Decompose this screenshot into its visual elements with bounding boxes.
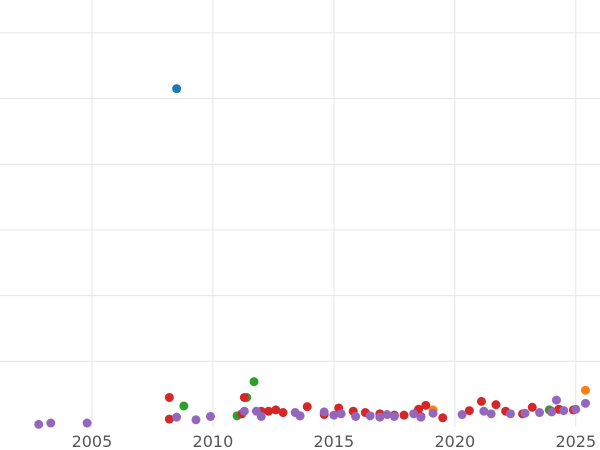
data-point xyxy=(559,406,569,416)
data-point xyxy=(172,412,182,422)
data-point xyxy=(179,401,189,411)
x-axis-ticks: 2005 2010 2015 2020 2025 xyxy=(72,432,597,450)
data-point xyxy=(535,408,545,418)
data-point xyxy=(464,406,474,416)
data-point xyxy=(295,411,305,421)
data-point xyxy=(46,418,56,428)
data-point xyxy=(319,407,329,417)
data-point xyxy=(205,411,215,421)
data-point xyxy=(476,396,486,406)
data-point xyxy=(505,409,515,419)
data-point xyxy=(479,406,489,416)
data-point xyxy=(164,414,174,424)
data-point xyxy=(191,415,201,425)
data-point xyxy=(399,410,409,420)
x-tick-label: 2020 xyxy=(434,432,475,450)
data-point xyxy=(256,411,266,421)
data-point xyxy=(457,410,467,420)
data-point xyxy=(547,407,557,417)
data-point xyxy=(416,412,426,422)
data-point xyxy=(365,411,375,421)
data-point xyxy=(278,408,288,418)
x-tick-label: 2010 xyxy=(193,432,234,450)
data-point xyxy=(580,385,590,395)
data-point xyxy=(302,402,312,412)
data-point xyxy=(571,404,581,414)
grid xyxy=(0,0,600,427)
data-point xyxy=(351,411,361,421)
data-point xyxy=(264,406,274,416)
x-tick-label: 2005 xyxy=(72,432,113,450)
data-point xyxy=(164,392,174,402)
data-point xyxy=(239,392,249,402)
data-point xyxy=(389,411,399,421)
data-point xyxy=(428,408,438,418)
data-point xyxy=(580,398,590,408)
data-points xyxy=(34,84,590,429)
data-point xyxy=(271,405,281,415)
data-point xyxy=(34,419,44,429)
data-point xyxy=(249,377,259,387)
data-point xyxy=(527,402,537,412)
data-point xyxy=(421,400,431,410)
data-point xyxy=(82,418,92,428)
data-point xyxy=(491,400,501,410)
data-point xyxy=(520,408,530,418)
data-point xyxy=(382,410,392,420)
data-point xyxy=(172,84,182,94)
data-point xyxy=(375,412,385,422)
data-point xyxy=(409,409,419,419)
x-tick-label: 2015 xyxy=(314,432,355,450)
data-point xyxy=(329,410,339,420)
data-point xyxy=(486,409,496,419)
data-point xyxy=(336,409,346,419)
data-point xyxy=(239,406,249,416)
data-point xyxy=(438,413,448,423)
data-point xyxy=(551,395,561,405)
x-tick-label: 2025 xyxy=(555,432,596,450)
